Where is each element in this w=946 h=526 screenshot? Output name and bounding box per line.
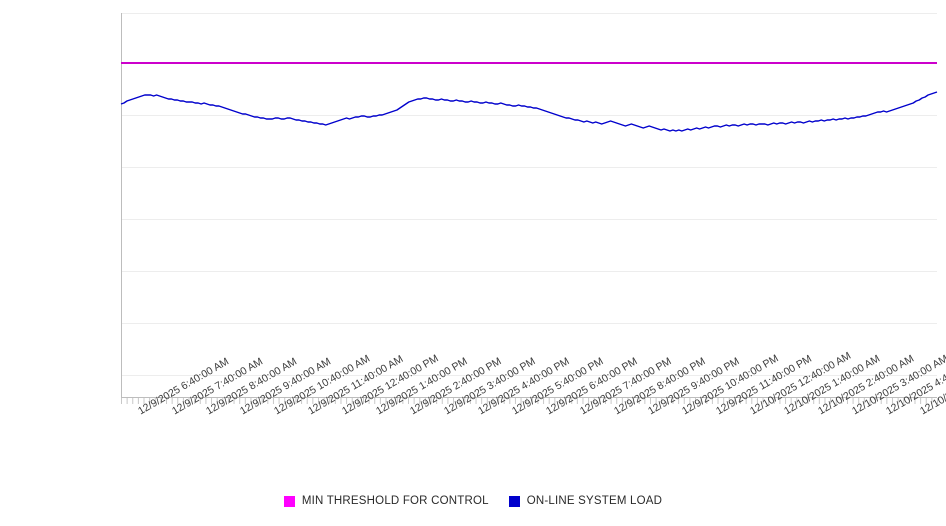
- legend-swatch-magenta: [283, 495, 295, 507]
- chart-legend: MIN THRESHOLD FOR CONTROL ON-LINE SYSTEM…: [0, 495, 946, 507]
- gridlines: [121, 13, 937, 376]
- legend-label-min-threshold: MIN THRESHOLD FOR CONTROL: [301, 495, 489, 507]
- legend-item-min-threshold[interactable]: MIN THRESHOLD FOR CONTROL: [283, 495, 489, 507]
- legend-label-system-load: ON-LINE SYSTEM LOAD: [526, 495, 663, 507]
- legend-item-system-load[interactable]: ON-LINE SYSTEM LOAD: [508, 495, 663, 507]
- legend-swatch-blue: [508, 495, 520, 507]
- minor-ticks: [121, 398, 938, 404]
- online-system-load-line: [120, 91, 938, 132]
- axis-lines: [121, 13, 937, 398]
